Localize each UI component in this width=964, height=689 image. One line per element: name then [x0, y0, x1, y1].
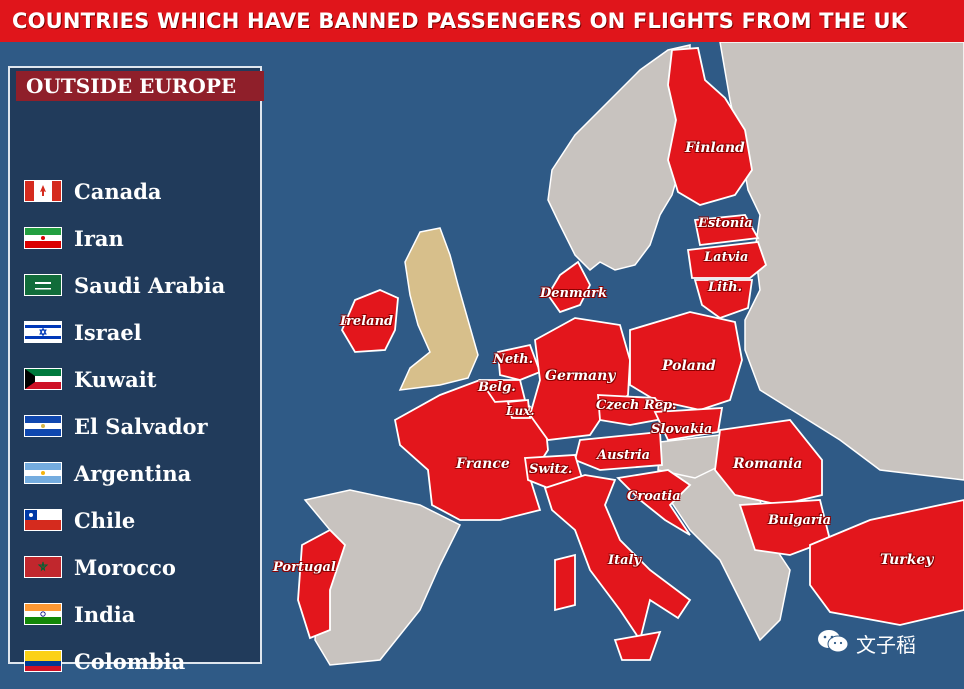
canada-flag-icon: [24, 180, 62, 202]
label-portugal: Portugal: [273, 560, 336, 575]
land-netherlands: [497, 343, 542, 381]
land-romania: [714, 419, 823, 506]
iran-flag-icon: [24, 227, 62, 249]
legend-item-israel: Israel: [24, 317, 260, 347]
label-luxembourg: Lux.: [506, 404, 535, 418]
land-italy: [543, 474, 692, 643]
chile-flag-icon: [24, 509, 62, 531]
kuwait-flag-icon: [24, 368, 62, 390]
land-portugal: [297, 528, 347, 640]
land-croatia: [616, 469, 692, 536]
legend-item-colombia: Colombia: [24, 646, 260, 676]
legend-item-kuwait: Kuwait: [24, 364, 260, 394]
legend-panel: OUTSIDE EUROPE Canada Iran Saudi Arabia …: [8, 66, 264, 674]
label-france: France: [456, 456, 510, 472]
label-croatia: Croatia: [627, 489, 681, 504]
argentina-flag-icon: [24, 462, 62, 484]
label-switzerland: Switz.: [529, 462, 573, 477]
label-latvia: Latvia: [704, 250, 749, 265]
land-poland: [629, 311, 743, 411]
label-italy: Italy: [608, 553, 642, 568]
legend-item-canada: Canada: [24, 176, 260, 206]
land-sicily: [613, 630, 662, 661]
label-lithuania: Lith.: [708, 280, 743, 295]
land-sardinia: [554, 553, 576, 612]
label-denmark: Denmark: [540, 286, 608, 301]
europe-map: [297, 42, 964, 666]
india-flag-icon: [24, 603, 62, 625]
label-austria: Austria: [597, 448, 651, 463]
land-czech: [597, 394, 670, 426]
saudi-arabia-flag-icon: [24, 274, 62, 296]
watermark-text: 文子稻: [856, 633, 916, 657]
land-latvia: [686, 241, 768, 279]
label-netherlands: Neth.: [493, 352, 534, 367]
legend-header: OUTSIDE EUROPE: [16, 71, 264, 101]
land-estonia: [693, 214, 760, 246]
legend-item-el-salvador: El Salvador: [24, 411, 260, 441]
label-czech-rep: Czech Rep.: [596, 398, 677, 413]
land-luxembourg: [506, 399, 532, 419]
legend-item-chile: Chile: [24, 505, 260, 535]
label-slovakia: Slovakia: [651, 422, 713, 437]
map-title: COUNTRIES WHICH HAVE BANNED PASSENGERS O…: [0, 0, 964, 42]
colombia-flag-icon: [24, 650, 62, 672]
land-slovakia: [653, 407, 724, 441]
legend-item-morocco: Morocco: [24, 552, 260, 582]
label-finland: Finland: [685, 140, 745, 156]
land-ireland: [340, 289, 399, 353]
el-salvador-flag-icon: [24, 415, 62, 437]
morocco-flag-icon: [24, 556, 62, 578]
land-finland: [667, 47, 753, 206]
label-ireland: Ireland: [340, 314, 394, 329]
label-estonia: Estonia: [698, 216, 753, 231]
legend-item-argentina: Argentina: [24, 458, 260, 488]
label-poland: Poland: [662, 358, 716, 374]
label-bulgaria: Bulgaria: [768, 513, 832, 528]
label-belgium: Belg.: [478, 380, 516, 395]
legend-item-india: India: [24, 599, 260, 629]
israel-flag-icon: [24, 321, 62, 343]
label-germany: Germany: [545, 368, 616, 384]
land-turkey: [809, 499, 964, 626]
land-uk: [398, 227, 479, 391]
legend-item-iran: Iran: [24, 223, 260, 253]
watermark: 文子稻: [816, 628, 916, 659]
label-turkey: Turkey: [880, 552, 934, 568]
label-romania: Romania: [733, 456, 803, 472]
wechat-icon: [816, 628, 850, 659]
land-denmark: [546, 260, 592, 314]
land-lithuania: [693, 279, 754, 320]
legend-item-saudi-arabia: Saudi Arabia: [24, 270, 260, 300]
